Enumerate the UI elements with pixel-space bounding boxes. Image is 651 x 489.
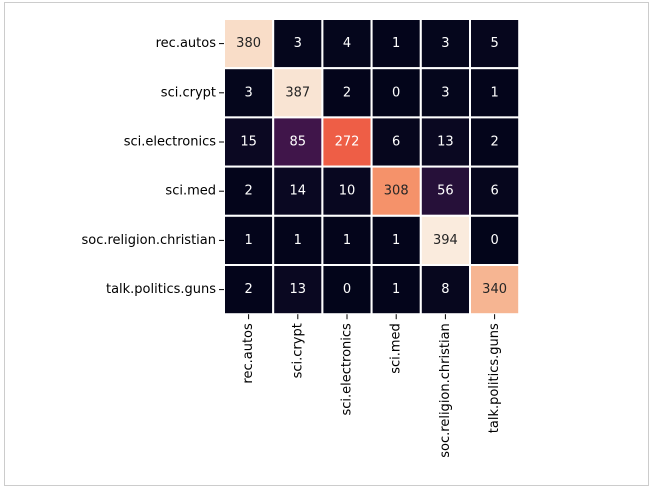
cell-value-label: 15 [240,135,257,150]
cell-value-label: 5 [490,36,498,51]
heatmap-cell-rec-autos-talk-politics-guns [469,18,521,70]
cell-value-label: 13 [437,135,454,150]
cell-value-label: 0 [343,282,351,297]
y-tick-label-soc-religion-christian: soc.religion.christian [81,233,216,248]
cell-value-label: 394 [433,233,458,248]
cell-value-label: 1 [490,85,498,100]
cell-value-label: 56 [437,184,454,199]
heatmap-cell-sci-med-sci-electronics [321,165,373,217]
cell-value-label: 1 [244,233,252,248]
heatmap-cell-sci-med-sci-crypt [272,165,324,217]
cell-value-label: 6 [392,135,400,150]
cell-value-label: 340 [482,282,507,297]
y-tick-label-sci-crypt: sci.crypt [161,85,216,100]
heatmap-cell-sci-electronics-soc-religion-christian [419,116,471,168]
cell-value-label: 272 [335,135,360,150]
cell-value-label: 85 [290,135,307,150]
cell-value-label: 3 [441,36,449,51]
x-tick-label-sci-electronics: sci.electronics [340,323,355,416]
y-tick-label-sci-electronics: sci.electronics [124,135,217,150]
cell-value-label: 0 [392,85,400,100]
confusion-matrix-heatmap: 380 3 4 1 3 53 387 2 0 3 115 85 272 6 13 22 14 10 308 56 61 1… [81,18,521,458]
cell-value-label: 1 [392,233,400,248]
cell-value-label: 3 [244,85,252,100]
cell-value-label: 2 [490,135,498,150]
y-axis: rec.autos sci.crypt sci.electronics sci.med… [81,36,224,297]
cell-value-label: 1 [294,233,302,248]
y-tick-label-talk-politics-guns: talk.politics.guns [106,282,216,297]
heatmap-cells [223,18,521,316]
heatmap-cell-sci-crypt-sci-med [370,67,422,119]
heatmap-cell-sci-med-rec-autos [223,165,275,217]
cell-value-label: 13 [290,282,307,297]
heatmap-cell-sci-med-sci-med [370,165,422,217]
cell-value-label: 4 [343,36,351,51]
heatmap-cell-sci-med-soc-religion-christian [419,165,471,217]
heatmap-cell-sci-electronics-sci-crypt [272,116,324,168]
cell-value-label: 10 [339,184,356,199]
x-tick-label-soc-religion-christian: soc.religion.christian [438,323,453,458]
cell-value-label: 2 [343,85,351,100]
heatmap-cell-sci-crypt-sci-crypt [272,67,324,119]
heatmap-cell-soc-religion-christian-soc-religion-christian [419,214,471,267]
heatmap-cell-soc-religion-christian-talk-politics-guns [469,214,521,267]
cell-value-label: 1 [343,233,351,248]
x-tick-label-sci-crypt: sci.crypt [290,323,305,378]
x-tick-label-talk-politics-guns: talk.politics.guns [487,323,502,433]
cell-value-label: 308 [384,184,409,199]
cell-value-label: 3 [441,85,449,100]
cell-value-label: 387 [285,85,310,100]
cell-value-label: 3 [294,36,302,51]
x-tick-label-sci-med: sci.med [389,323,404,374]
cell-value-label: 14 [290,184,307,199]
cell-value-label: 0 [490,233,498,248]
cell-value-label: 1 [392,282,400,297]
x-axis: rec.autos sci.crypt sci.electronics sci.med… [241,314,502,458]
cell-value-label: 2 [244,184,252,199]
heatmap-cell-sci-med-talk-politics-guns [469,165,521,217]
heatmap-cell-soc-religion-christian-sci-electronics [321,214,373,267]
heatmap-cell-sci-crypt-talk-politics-guns [469,67,521,119]
y-tick-label-rec-autos: rec.autos [156,36,217,51]
cell-value-label: 2 [244,282,252,297]
cell-value-label: 380 [236,36,261,51]
cell-value-label: 8 [441,282,449,297]
heatmap-cell-talk-politics-guns-rec-autos [223,264,275,316]
figure-frame: 380 3 4 1 3 5 3 387 2 0 3 1 15 85 272 6 13 2 2 14 10 308 56 6 1 1… [4,2,649,486]
heatmap-cell-sci-electronics-sci-med [370,116,422,168]
cell-value-labels: 380 3 4 1 3 53 387 2 0 3 115 85 272 6 13 22 14 10 308 56 61 1… [236,36,507,297]
y-tick-label-sci-med: sci.med [165,184,216,199]
x-tick-label-rec-autos: rec.autos [241,323,256,384]
heatmap-cell-talk-politics-guns-talk-politics-guns [469,264,521,316]
cell-value-label: 6 [490,184,498,199]
cell-value-label: 1 [392,36,400,51]
